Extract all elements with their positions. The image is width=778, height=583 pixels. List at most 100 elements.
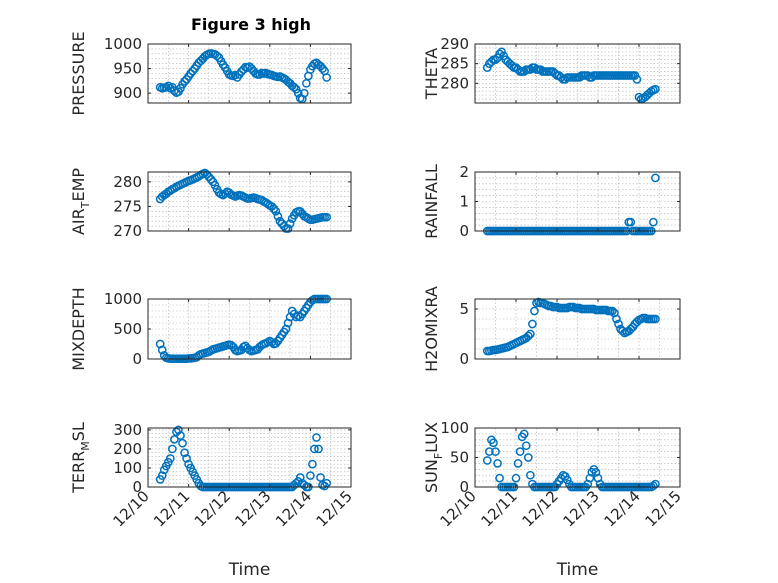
- mixdepth-ytick-label: 0: [132, 350, 142, 368]
- pressure-series: [155, 48, 331, 104]
- pressure-point: [293, 88, 303, 98]
- sun_flux-point: [511, 473, 521, 483]
- subplot-rainfall: 0 1 2 RAINFALL: [422, 163, 681, 240]
- mixdepth-point: [157, 345, 167, 355]
- sun_flux-point: [515, 447, 525, 456]
- air_temp-ytick-label: 275: [113, 197, 142, 215]
- sun_flux-point: [649, 481, 658, 491]
- mixdepth-point: [267, 337, 277, 347]
- terr_msl-point: [168, 444, 177, 454]
- sun_flux-grid: [475, 428, 680, 487]
- terr_msl-ytick-label: 100: [113, 459, 142, 477]
- sun_flux-point: [489, 438, 498, 448]
- theta-point: [495, 49, 504, 59]
- terr_msl-point: [299, 480, 309, 490]
- sun_flux-ylabel: SUNFLUX: [422, 422, 445, 493]
- terr_msl-ytick-label: 0: [132, 478, 142, 496]
- terr_msl-point: [295, 473, 305, 482]
- pressure-point: [322, 73, 331, 82]
- terr_msl-point: [176, 431, 185, 440]
- sun_flux-ytick-label: 50: [450, 449, 469, 467]
- rainfall-ytick-label: 1: [459, 193, 469, 211]
- mixdepth-ylabel: MIXDEPTH: [69, 287, 88, 370]
- theta-point: [632, 75, 642, 84]
- sun_flux-xlabel: Time: [556, 560, 599, 580]
- terr_msl-point: [165, 454, 175, 463]
- pressure-point: [188, 66, 198, 76]
- sun_flux-point: [495, 473, 504, 483]
- pressure-ytick-label: 900: [113, 84, 142, 102]
- sun_flux-point: [491, 447, 500, 456]
- rainfall-point: [649, 217, 658, 227]
- sun_flux-point: [493, 459, 502, 468]
- sun_flux-point: [523, 453, 533, 462]
- mixdepth-series: [155, 294, 331, 364]
- pressure-point: [163, 81, 173, 91]
- terr_msl-point: [174, 425, 183, 435]
- subplot-mixdepth: 0 500 1000 MIXDEPTH: [69, 287, 352, 371]
- pressure-point: [299, 88, 309, 98]
- sun_flux-point: [482, 456, 492, 465]
- theta-point: [651, 84, 660, 94]
- terr_msl-point: [178, 438, 187, 448]
- terr_msl-axes-box: [147, 427, 352, 488]
- pressure-ytick-label: 950: [113, 60, 142, 78]
- sun_flux-point: [526, 470, 535, 480]
- theta-point: [556, 73, 566, 82]
- h2omixra-point: [523, 331, 533, 341]
- air_temp-point: [322, 212, 331, 222]
- terr_msl-point: [314, 444, 323, 454]
- sun_flux-point: [513, 459, 523, 468]
- subplot-air_temp: 270 275 280 AIRTEMP: [69, 168, 352, 240]
- terr_msl-point: [316, 473, 325, 482]
- subplot-pressure: 900 950 1000 PRESSURE: [69, 31, 352, 116]
- sun_flux-ytick-label: 100: [440, 419, 469, 437]
- theta-point: [526, 65, 535, 74]
- h2omixra-ylabel: H2OMIXRA: [422, 286, 441, 372]
- figure-title: Figure 3 high: [191, 15, 311, 34]
- sun_flux-point: [485, 447, 494, 456]
- sun_flux-point: [562, 475, 572, 485]
- air_temp-point: [271, 206, 281, 216]
- terr_msl-point: [310, 444, 319, 454]
- air_temp-axes-box: [147, 171, 352, 232]
- theta-ylabel: THETA: [422, 48, 441, 100]
- terr_msl-ytick-label: 200: [113, 440, 142, 458]
- air_temp-ytick-label: 280: [113, 173, 142, 191]
- rainfall-point: [651, 173, 660, 183]
- theta-point: [487, 57, 496, 67]
- theta-point: [491, 55, 500, 65]
- terr_msl-grid: [148, 428, 351, 487]
- pressure-point: [161, 82, 171, 92]
- mixdepth-ytick-label: 1000: [104, 290, 142, 308]
- mixdepth-point: [271, 339, 281, 348]
- rainfall-ytick-label: 0: [459, 222, 469, 240]
- pressure-point: [255, 70, 264, 79]
- terr_msl-ytick-label: 300: [113, 421, 142, 439]
- sun_flux-point: [521, 441, 531, 451]
- air_temp-point: [285, 219, 295, 228]
- terr_msl-point: [306, 471, 315, 480]
- rainfall-grid: [475, 172, 680, 231]
- theta-series: [482, 47, 660, 104]
- theta-point: [583, 71, 593, 80]
- h2omixra-series: [482, 297, 660, 356]
- air_temp-point: [220, 189, 230, 198]
- pressure-point: [212, 51, 222, 61]
- h2omixra-point: [526, 329, 535, 339]
- theta-axes-box: [474, 43, 681, 104]
- terr_msl-ylabel: TERRMSL: [69, 422, 92, 494]
- pressure-point: [289, 82, 299, 92]
- rainfall-ylabel: RAINFALL: [422, 164, 441, 239]
- air_temp-ylabel: AIRTEMP: [69, 168, 92, 235]
- h2omixra-point: [651, 314, 660, 324]
- air_temp-point: [206, 175, 216, 184]
- pressure-axes-box: [147, 43, 352, 104]
- air_temp-series: [155, 168, 331, 233]
- theta-ytick-label: 290: [440, 35, 469, 53]
- h2omixra-point: [618, 326, 627, 336]
- terr_msl-xlabel: Time: [228, 560, 271, 580]
- terr_msl-point: [308, 459, 317, 469]
